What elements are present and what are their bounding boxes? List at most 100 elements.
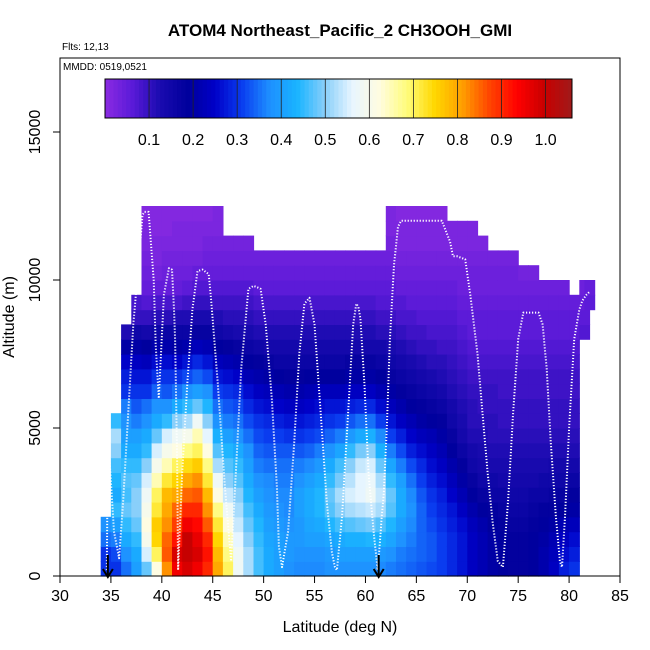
heatmap-cell [273, 354, 285, 370]
heatmap-cell [548, 294, 560, 311]
flight-track-line [105, 210, 591, 572]
heatmap-cell [273, 428, 285, 444]
heatmap-cell [161, 220, 173, 237]
heatmap-cell [538, 516, 550, 533]
heatmap-cell [243, 250, 255, 266]
heatmap-cell [192, 280, 204, 296]
heatmap-cell [212, 235, 224, 251]
heatmap-cell [182, 457, 193, 473]
colorbar-segment [113, 79, 119, 118]
colorbar-segment [453, 79, 458, 118]
heatmap-cell [558, 531, 570, 547]
heatmap-cell [141, 472, 153, 488]
heatmap-cell [334, 442, 346, 459]
heatmap-cell [243, 502, 255, 518]
heatmap-cell [508, 531, 519, 547]
colorbar-segment [308, 79, 314, 118]
heatmap-cell [355, 531, 367, 547]
heatmap-cell [457, 457, 468, 473]
heatmap-cell [294, 442, 305, 459]
heatmap-cell [508, 294, 519, 311]
heatmap-cell [487, 265, 499, 281]
heatmap-cell [222, 428, 234, 444]
heatmap-cell [396, 442, 407, 459]
colorbar-segment [555, 79, 560, 118]
heatmap-cell [436, 383, 448, 399]
heatmap-cell [161, 383, 173, 399]
heatmap-cell [294, 546, 305, 562]
heatmap-cell [182, 428, 193, 444]
heatmap-cell [579, 324, 591, 340]
heatmap-cell [518, 502, 529, 518]
heatmap-cell [436, 531, 448, 547]
heatmap-cell [426, 280, 438, 296]
heatmap-cell [212, 442, 224, 459]
heatmap-cell [172, 294, 183, 311]
heatmap-cell [233, 354, 244, 370]
heatmap-cell [548, 339, 560, 355]
heatmap-cell [345, 324, 356, 340]
heatmap-cell [457, 265, 468, 281]
heatmap-cell [345, 250, 356, 266]
heatmap-cell [487, 309, 499, 325]
heatmap-cell [538, 428, 550, 444]
heatmap-cell [406, 502, 417, 518]
colorbar-segment [126, 79, 131, 118]
heatmap-cell [141, 516, 153, 533]
heatmap-cell [396, 324, 407, 340]
heatmap-cell [508, 516, 519, 533]
colorbar-segment [525, 79, 531, 118]
heatmap-cell [345, 265, 356, 281]
heatmap-cell [569, 354, 580, 370]
heatmap-cell [528, 487, 540, 503]
heatmap-cell [508, 546, 519, 562]
heatmap-cell [477, 531, 489, 547]
heatmap-cell [131, 502, 143, 518]
heatmap-cell [436, 265, 448, 281]
heatmap-cell [172, 428, 183, 444]
heatmap-cell [446, 250, 458, 266]
heatmap-cell [253, 546, 265, 562]
heatmap-cell [273, 413, 285, 429]
heatmap-cell [477, 280, 489, 296]
colorbar-tick-label: 0.9 [490, 132, 512, 149]
heatmap-cell [212, 457, 224, 473]
heatmap-cell [182, 502, 193, 518]
heatmap-cell [131, 324, 143, 340]
colorbar-tick-label: 0.5 [314, 132, 336, 149]
heatmap-cell [284, 516, 295, 533]
colorbar-segment [121, 79, 127, 118]
heatmap-cell [161, 428, 173, 444]
heatmap-cell [222, 354, 234, 370]
heatmap-cell [518, 398, 529, 414]
heatmap-cell [273, 546, 285, 562]
heatmap-cell [172, 339, 183, 355]
heatmap-cell [548, 546, 560, 562]
colorbar-segment [376, 79, 382, 118]
heatmap-cell [436, 398, 448, 414]
colorbar-tick-label: 0.2 [182, 132, 204, 149]
heatmap-cell [497, 457, 509, 473]
heatmap-cell [355, 428, 367, 444]
heatmap-cell [477, 265, 489, 281]
heatmap-cell [284, 398, 295, 414]
heatmap-cell [365, 487, 377, 503]
heatmap-cell [141, 206, 153, 222]
heatmap-cell [487, 383, 499, 399]
heatmap-cell [416, 546, 428, 562]
heatmap-cell [284, 487, 295, 503]
heatmap-cell [243, 413, 255, 429]
heatmap-cell [345, 531, 356, 547]
heatmap-cell [345, 472, 356, 488]
heatmap-cell [131, 398, 143, 414]
heatmap-cell [416, 368, 428, 385]
heatmap-cell [192, 413, 204, 429]
heatmap-cell [436, 220, 448, 237]
colorbar-segment [274, 79, 280, 118]
heatmap-cell [172, 280, 183, 296]
heatmap-cell [396, 487, 407, 503]
heatmap-cell [131, 354, 143, 370]
heatmap-cell [518, 354, 529, 370]
heatmap-cell [182, 472, 193, 488]
heatmap-cell [263, 487, 275, 503]
